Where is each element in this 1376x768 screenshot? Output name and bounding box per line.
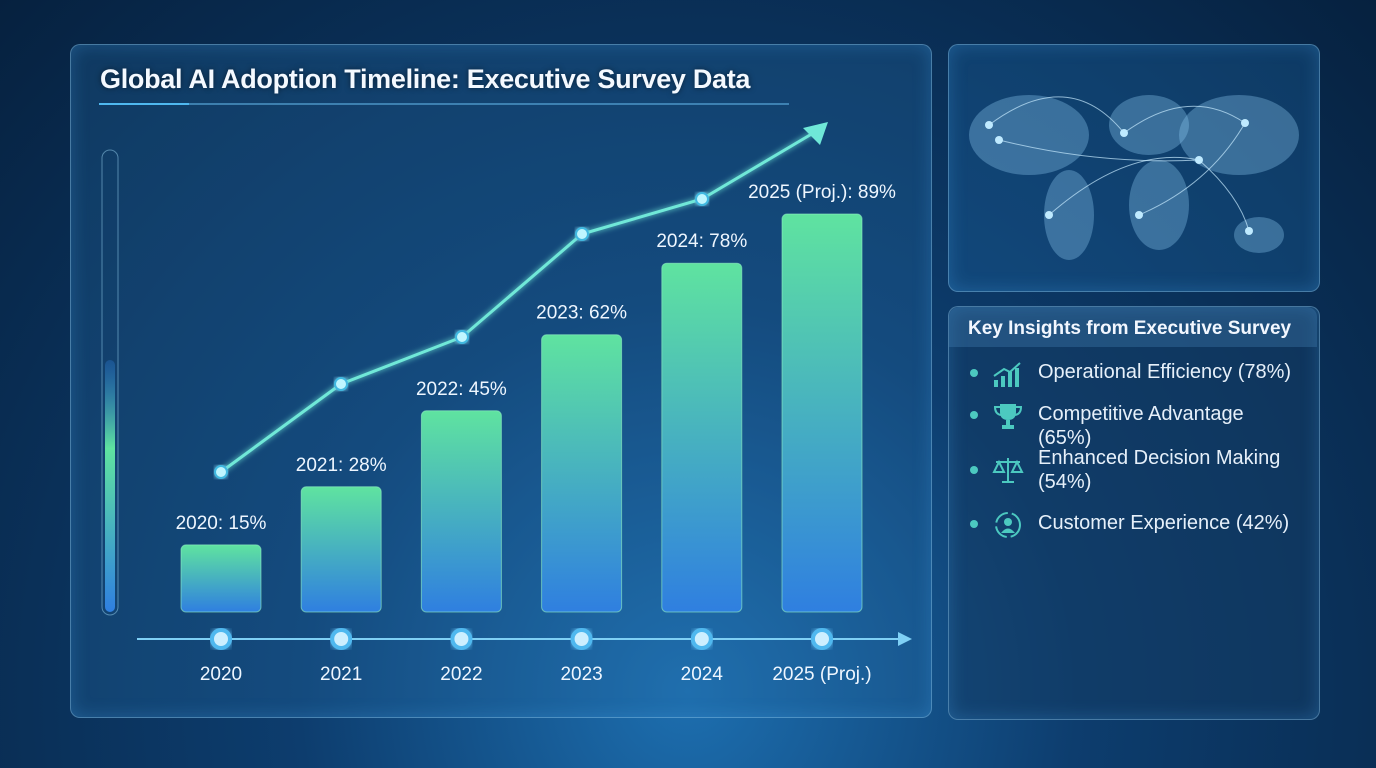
world-map-panel: [948, 44, 1320, 292]
insight-label: Competitive Advantage (65%): [1038, 403, 1244, 449]
trophy-icon: [993, 404, 1023, 429]
insights-header: [949, 307, 1317, 347]
insight-label: Customer Experience (42%): [1038, 512, 1290, 534]
trend-point: [575, 227, 589, 241]
side-gauge-fill: [105, 360, 115, 612]
bar: [180, 544, 262, 613]
timeline-node: [330, 628, 353, 650]
bar: [781, 213, 863, 613]
insight-label: Operational Efficiency (78%): [1038, 361, 1292, 383]
title-divider: [99, 103, 789, 105]
timeline-node: [450, 628, 473, 650]
balance-scale-icon: [992, 458, 1024, 483]
timeline-node: [811, 628, 833, 650]
data-label: 2023: 62%: [536, 303, 627, 324]
customer-cycle-icon: [995, 512, 1021, 538]
trend-arrow-icon: [803, 122, 828, 145]
bar: [420, 410, 502, 613]
trend-point: [334, 377, 348, 391]
insights-title: Key Insights from Executive Survey: [968, 318, 1292, 339]
x-tick-label: 2023: [560, 664, 602, 685]
bar: [541, 334, 623, 613]
world-network-map-icon: [969, 95, 1299, 260]
data-label: 2022: 45%: [416, 379, 507, 400]
timeline-node: [690, 628, 713, 650]
x-tick-label: 2022: [440, 664, 482, 685]
data-label: 2021: 28%: [296, 455, 387, 476]
growth-chart-icon: [993, 362, 1021, 387]
bullet-icon: [970, 520, 978, 528]
insight-label: Enhanced Decision Making (54%): [1038, 447, 1281, 493]
chart-title: Global AI Adoption Timeline: Executive S…: [100, 64, 751, 94]
bullet-icon: [970, 369, 978, 377]
side-gauge: [101, 149, 119, 616]
x-tick-label: 2020: [200, 664, 242, 685]
insight-item: Enhanced Decision Making (54%): [968, 446, 1298, 494]
bar: [661, 262, 743, 613]
x-tick-label: 2025 (Proj.): [772, 664, 871, 685]
data-label: 2024: 78%: [656, 231, 747, 252]
trend-point: [214, 465, 228, 479]
bullet-icon: [970, 466, 978, 474]
insight-item: Customer Experience (42%): [968, 511, 1298, 539]
x-tick-label: 2021: [320, 664, 362, 685]
bullet-icon: [970, 411, 978, 419]
bar: [300, 486, 382, 613]
trend-point: [695, 192, 709, 206]
data-label: 2020: 15%: [176, 513, 267, 534]
trend-point: [455, 330, 469, 344]
x-tick-label: 2024: [681, 664, 724, 685]
x-axis-arrow-icon: [898, 632, 912, 646]
insight-item: Competitive Advantage (65%): [968, 402, 1298, 450]
data-label: 2025 (Proj.): 89%: [748, 182, 896, 203]
timeline-node: [570, 628, 593, 650]
timeline-node: [210, 628, 232, 650]
trend-line: [220, 130, 816, 474]
insight-item: Operational Efficiency (78%): [968, 360, 1298, 388]
